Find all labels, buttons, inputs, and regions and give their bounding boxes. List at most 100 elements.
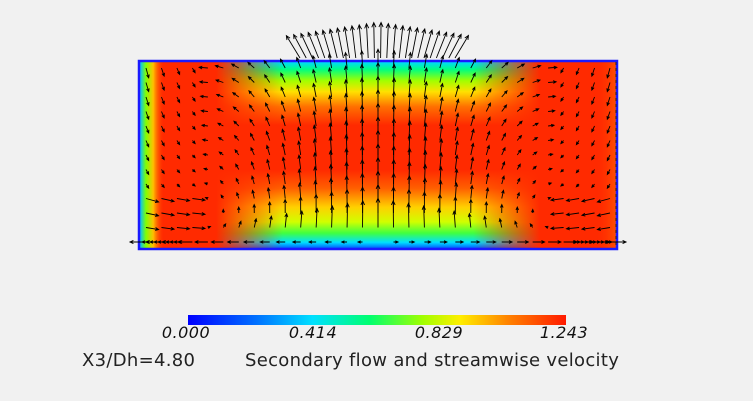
flow-arrow bbox=[161, 169, 165, 175]
flow-arrow bbox=[548, 240, 563, 244]
flow-arrow bbox=[226, 240, 239, 244]
flow-arrow bbox=[249, 118, 255, 127]
flow-arrow bbox=[516, 120, 523, 127]
flow-arrow bbox=[161, 226, 176, 231]
flow-arrow bbox=[314, 207, 319, 228]
flow-arrow bbox=[560, 140, 564, 145]
flow-arrow bbox=[516, 191, 520, 199]
flow-arrow bbox=[176, 169, 181, 174]
flow-arrow bbox=[423, 94, 428, 112]
flow-arrow bbox=[470, 86, 476, 98]
flow-arrow bbox=[516, 163, 521, 170]
flow-arrow bbox=[568, 240, 578, 244]
flow-arrow bbox=[501, 240, 514, 244]
flow-arrow bbox=[529, 222, 534, 228]
flow-arrow bbox=[501, 132, 507, 141]
flow-arrow bbox=[575, 96, 580, 104]
flow-arrow bbox=[423, 122, 428, 141]
flow-arrow bbox=[560, 168, 564, 173]
flow-arrow bbox=[392, 23, 398, 59]
flow-arrow bbox=[575, 82, 580, 90]
flow-arrow bbox=[344, 133, 349, 156]
flow-arrow bbox=[580, 226, 595, 231]
flow-arrow bbox=[454, 140, 459, 156]
flow-arrow bbox=[300, 32, 313, 59]
station-label: X3/Dh=4.80 bbox=[82, 350, 196, 371]
flow-arrow bbox=[220, 194, 224, 199]
flow-arrow bbox=[281, 156, 286, 170]
flow-arrow bbox=[145, 227, 160, 231]
flow-arrow bbox=[285, 34, 301, 59]
flow-arrow bbox=[417, 27, 427, 59]
flow-arrow bbox=[580, 198, 595, 203]
flow-arrow bbox=[215, 79, 224, 83]
flow-arrow bbox=[606, 67, 611, 79]
flow-arrow bbox=[217, 137, 224, 141]
flow-arrow bbox=[282, 170, 286, 185]
flow-arrow bbox=[296, 126, 302, 141]
flow-arrow bbox=[560, 111, 564, 117]
flow-arrow bbox=[485, 186, 490, 199]
flow-arrow bbox=[454, 112, 460, 127]
flow-arrow bbox=[176, 183, 181, 188]
flow-arrow bbox=[548, 138, 555, 142]
flow-arrow bbox=[266, 186, 271, 199]
flow-arrow bbox=[468, 198, 473, 214]
flow-arrow bbox=[516, 148, 522, 156]
flow-arrow bbox=[161, 82, 165, 92]
flow-arrow bbox=[591, 96, 595, 105]
flow-arrow bbox=[360, 199, 365, 228]
flow-arrow bbox=[575, 154, 580, 160]
flow-arrow bbox=[385, 22, 391, 59]
flow-arrow bbox=[560, 154, 564, 159]
flow-arrow bbox=[454, 56, 460, 69]
flow-arrow bbox=[161, 212, 176, 217]
flow-arrow bbox=[516, 63, 526, 69]
flow-arrow bbox=[192, 111, 196, 117]
flow-arrow bbox=[161, 96, 165, 105]
colorbar-tick-label: 0.829 bbox=[414, 323, 464, 342]
flow-arrow bbox=[408, 65, 413, 83]
flow-arrow bbox=[532, 194, 536, 199]
flow-arrow bbox=[207, 225, 212, 229]
flow-arrow bbox=[314, 30, 326, 59]
flow-arrow bbox=[532, 151, 538, 156]
flow-arrow bbox=[606, 111, 611, 121]
flow-arrow bbox=[269, 215, 273, 228]
flow-arrow bbox=[145, 169, 150, 176]
flow-arrow bbox=[350, 24, 357, 59]
flow-arrow bbox=[438, 151, 443, 170]
flow-arrow bbox=[544, 225, 549, 229]
flow-arrow bbox=[192, 154, 196, 159]
flow-arrow bbox=[516, 106, 524, 112]
flow-arrow bbox=[591, 169, 595, 175]
flow-arrow bbox=[145, 67, 150, 79]
flow-arrow bbox=[454, 84, 460, 98]
flow-arrow bbox=[485, 73, 492, 83]
flow-arrow bbox=[161, 198, 176, 203]
flow-arrow bbox=[501, 160, 506, 170]
flow-arrow bbox=[345, 202, 350, 228]
flow-arrow bbox=[242, 240, 255, 244]
flow-arrow bbox=[161, 154, 165, 161]
flow-arrow bbox=[439, 68, 444, 83]
flow-arrow bbox=[263, 59, 271, 69]
flow-arrow bbox=[203, 182, 208, 186]
flow-arrow bbox=[470, 58, 477, 69]
flow-arrow bbox=[265, 116, 271, 127]
flow-arrow bbox=[454, 70, 460, 83]
flow-arrow bbox=[193, 240, 208, 244]
flow-arrow bbox=[176, 82, 181, 90]
flow-arrow bbox=[200, 123, 208, 128]
flow-arrow bbox=[357, 23, 363, 59]
flow-arrow bbox=[439, 96, 444, 112]
flow-arrow bbox=[455, 240, 465, 244]
flow-arrow bbox=[565, 212, 580, 217]
flow-arrow bbox=[297, 168, 302, 185]
flow-arrow bbox=[470, 100, 476, 112]
flow-arrow bbox=[192, 197, 207, 202]
flow-arrow bbox=[501, 118, 507, 127]
flow-arrow bbox=[192, 183, 196, 187]
flow-arrow bbox=[532, 165, 537, 170]
